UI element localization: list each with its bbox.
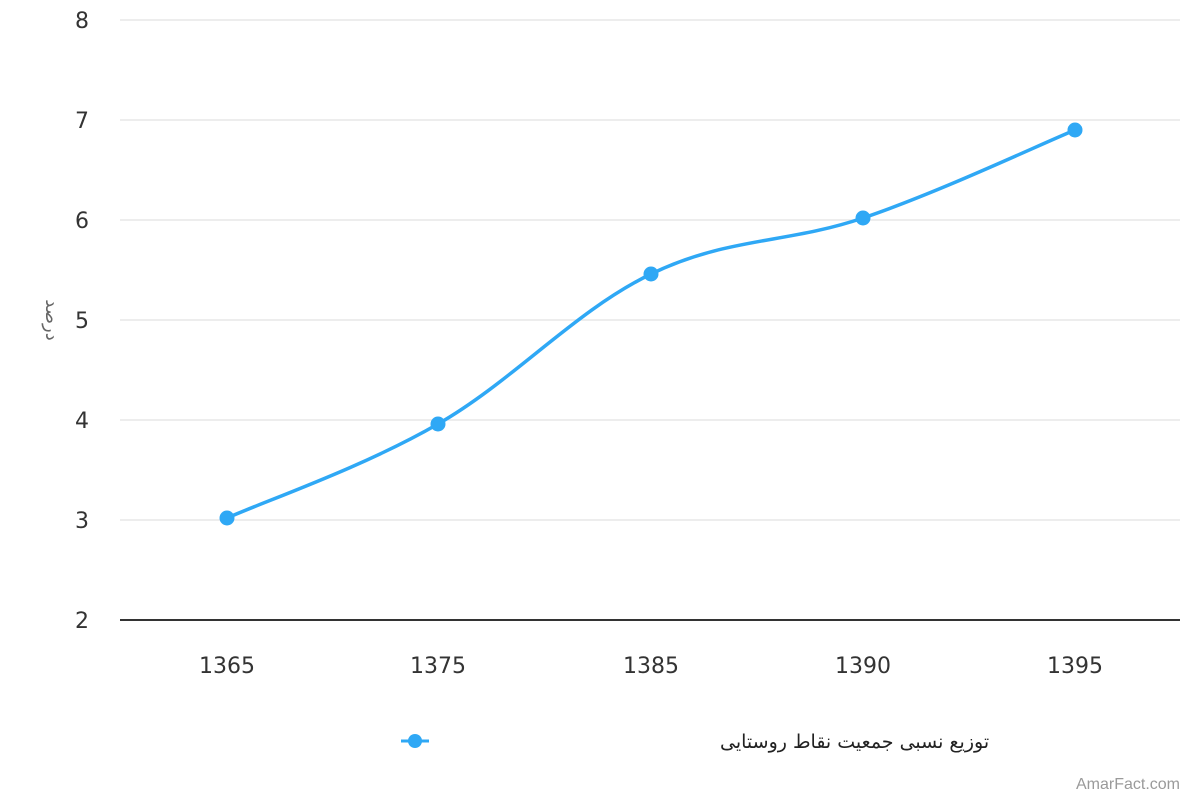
watermark: AmarFact.com: [1076, 776, 1180, 793]
y-tick-label: 6: [75, 209, 89, 234]
x-tick-label: 1390: [835, 654, 891, 679]
x-tick-label: 1385: [623, 654, 679, 679]
x-axis-ticks: 1365 1375 1385 1390 1395: [199, 654, 1103, 679]
data-point: [430, 416, 446, 432]
y-tick-label: 8: [75, 9, 89, 34]
data-point: [1067, 122, 1083, 138]
legend[interactable]: توزیع نسبی جمعیت نقاط روستایی: [401, 731, 989, 753]
data-point: [855, 210, 871, 226]
y-tick-label: 7: [75, 109, 89, 134]
y-tick-label: 2: [75, 609, 89, 634]
x-tick-label: 1395: [1047, 654, 1103, 679]
grid-layer: [120, 19, 1180, 621]
series-line: [225, 128, 1077, 520]
data-point: [643, 266, 659, 282]
series-layer: [219, 122, 1083, 526]
data-point: [219, 510, 235, 526]
x-tick-label: 1375: [410, 654, 466, 679]
legend-label: توزیع نسبی جمعیت نقاط روستایی: [720, 731, 989, 753]
y-axis-label: درصد: [41, 299, 62, 340]
y-axis-ticks: 2 3 4 5 6 7 8: [75, 9, 89, 634]
y-tick-label: 4: [75, 409, 89, 434]
y-tick-label: 3: [75, 509, 89, 534]
legend-marker-icon: [408, 734, 422, 748]
x-tick-label: 1365: [199, 654, 255, 679]
y-tick-label: 5: [75, 309, 89, 334]
